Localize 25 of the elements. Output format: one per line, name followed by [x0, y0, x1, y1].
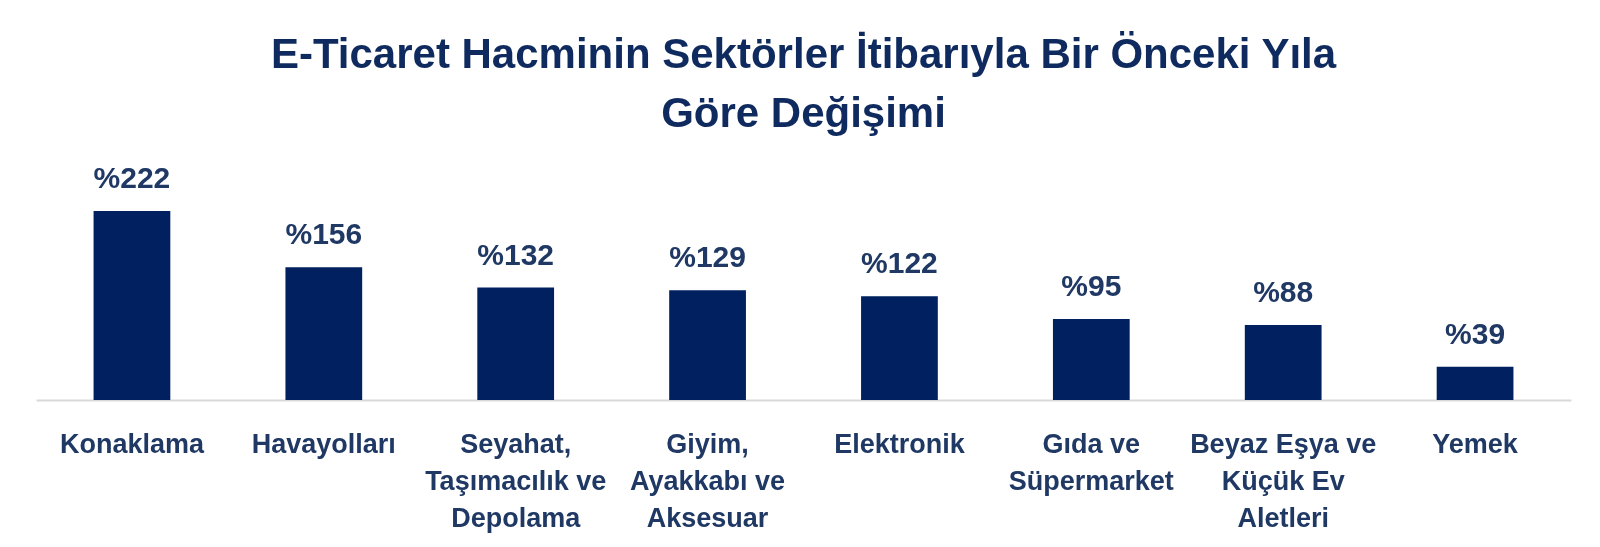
data-label: %129 — [669, 240, 746, 274]
bar — [1436, 366, 1514, 400]
bar — [1052, 319, 1130, 400]
x-tick-label: Elektronik — [834, 428, 966, 459]
data-label: %132 — [477, 237, 555, 271]
data-label: %122 — [861, 246, 938, 280]
x-tick-label: Konaklama — [59, 428, 205, 459]
chart-title: E-Ticaret Hacminin Sektörler İtibarıyla Bir Önceki Yıla Göre Değişimi — [270, 30, 1337, 136]
bar — [861, 296, 938, 400]
data-label: %39 — [1445, 316, 1506, 350]
bar — [93, 211, 171, 400]
x-tick-label: Yemek — [1432, 428, 1519, 459]
x-tick-label: Havayolları — [251, 428, 396, 459]
x-tick-label: Giyim, Ayakkabı ve Aksesuar — [630, 428, 786, 533]
data-label: %156 — [285, 217, 363, 251]
data-label: %95 — [1061, 269, 1122, 303]
bar — [285, 267, 363, 400]
bar — [1244, 325, 1322, 400]
x-tick-label: Beyaz Eşya ve Küçük Ev Aletleri — [1190, 428, 1377, 533]
data-label: %88 — [1253, 275, 1314, 309]
bar — [669, 290, 746, 400]
x-tick-label: Gıda ve Süpermarket — [1008, 428, 1174, 496]
x-tick-label: Seyahat, Taşımacılık ve Depolama — [425, 428, 607, 533]
data-label: %222 — [93, 161, 171, 194]
bar — [477, 287, 555, 400]
